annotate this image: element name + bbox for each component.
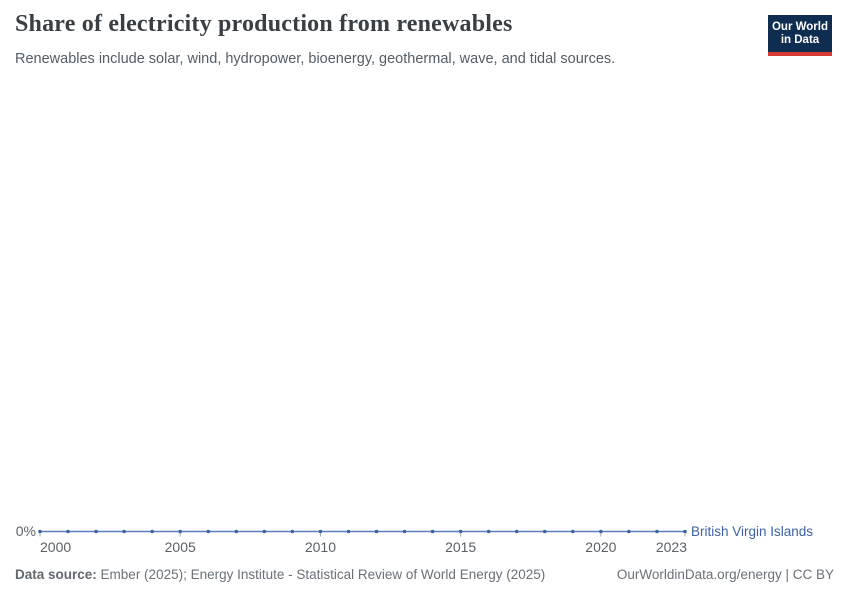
data-point[interactable] xyxy=(318,529,323,534)
data-point[interactable] xyxy=(206,529,211,534)
data-point[interactable] xyxy=(683,529,687,534)
data-point[interactable] xyxy=(458,529,463,534)
data-point[interactable] xyxy=(571,529,575,534)
data-point[interactable] xyxy=(627,529,631,534)
data-point[interactable] xyxy=(514,529,519,534)
data-source-text: Ember (2025); Energy Institute - Statist… xyxy=(100,567,546,582)
x-axis-label: 2023 xyxy=(656,539,687,555)
chart-subtitle: Renewables include solar, wind, hydropow… xyxy=(15,51,616,67)
x-axis-label: 2005 xyxy=(165,539,196,555)
data-source-note: Data source: Ember (2025); Energy Instit… xyxy=(15,567,545,582)
x-axis-label: 2010 xyxy=(305,539,336,555)
data-point[interactable] xyxy=(374,529,379,534)
data-source-label: Data source: xyxy=(15,567,97,582)
data-point[interactable] xyxy=(430,529,435,534)
owid-logo-line2: in Data xyxy=(780,34,820,46)
page-title: Share of electricity production from ren… xyxy=(15,11,513,37)
data-point[interactable] xyxy=(486,529,491,534)
data-point[interactable] xyxy=(122,529,126,534)
data-point[interactable] xyxy=(290,529,295,534)
data-point[interactable] xyxy=(234,529,239,534)
data-point[interactable] xyxy=(262,529,267,534)
data-point[interactable] xyxy=(178,529,183,534)
data-point[interactable] xyxy=(599,529,603,534)
series-entity-label[interactable]: British Virgin Islands xyxy=(691,524,813,539)
data-point[interactable] xyxy=(542,529,547,534)
data-point[interactable] xyxy=(150,529,154,534)
data-point[interactable] xyxy=(38,529,42,534)
y-axis-label: 0% xyxy=(16,523,36,539)
data-point[interactable] xyxy=(346,529,351,534)
data-point[interactable] xyxy=(402,529,407,534)
x-axis-label: 2020 xyxy=(585,539,616,555)
owid-logo-line1: Our World xyxy=(771,21,828,33)
data-point[interactable] xyxy=(655,529,659,534)
data-point[interactable] xyxy=(94,529,98,534)
data-point[interactable] xyxy=(66,529,70,534)
x-axis-label: 2015 xyxy=(445,539,476,555)
owid-logo[interactable]: Our World in Data xyxy=(768,15,832,56)
x-axis-label: 2000 xyxy=(40,539,71,555)
owid-credit-link[interactable]: OurWorldinData.org/energy | CC BY xyxy=(616,567,834,582)
